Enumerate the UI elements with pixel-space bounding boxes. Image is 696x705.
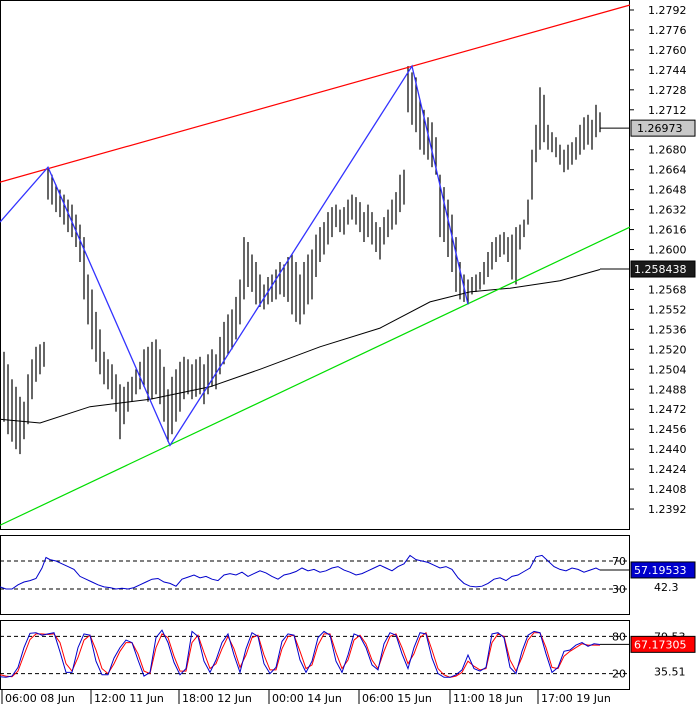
x-tick-label: 11:00 18 Jun xyxy=(453,692,523,705)
y-tick-label: 1.2632 xyxy=(648,204,687,217)
oscillator-line xyxy=(0,554,601,590)
y-tick-label: 1.2664 xyxy=(648,164,687,177)
oscillator-panel-frame xyxy=(0,535,630,615)
y-tick-label: 1.2616 xyxy=(648,224,687,237)
price-y-ticks: 1.2792 1.2776 1.2760 1.2744 1.2728 1.2712 1.26… xyxy=(630,4,687,516)
x-tick-label: 06:00 08 Jun xyxy=(5,692,75,705)
price-panel: 1.2792 1.2776 1.2760 1.2744 1.2728 1.2712 1.26… xyxy=(0,0,696,530)
zigzag-line xyxy=(0,64,469,447)
y-tick-label: 1.2568 xyxy=(648,283,687,296)
zigzag-polyline xyxy=(0,64,469,447)
y-tick-label: 1.2392 xyxy=(648,503,687,516)
oscillator-level-label: 70 xyxy=(612,555,626,568)
stochastic-current-label: 67.17305 xyxy=(634,638,687,651)
y-tick-label: 1.2776 xyxy=(648,24,687,37)
moving-average xyxy=(0,269,601,424)
stochastic-side-value: 35.51 xyxy=(654,666,686,679)
y-tick-label: 1.2712 xyxy=(648,104,687,117)
x-axis: 06:00 08 Jun 12:00 11 Jun 18:00 12 Jun 00:0… xyxy=(1,690,611,705)
stochastic-level-label: 80 xyxy=(612,630,626,643)
lower-channel-line xyxy=(0,226,631,526)
ma-value-label: 1.258438 xyxy=(634,263,687,276)
price-tags: 1.26973 1.258438 xyxy=(600,119,696,278)
y-tick-label: 1.2488 xyxy=(648,383,687,396)
y-tick-label: 1.2408 xyxy=(648,483,687,496)
y-tick-label: 1.2552 xyxy=(648,303,687,316)
oscillator-level-label: 30 xyxy=(612,583,626,596)
x-tick-label: 17:00 19 Jun xyxy=(541,692,611,705)
y-tick-label: 1.2792 xyxy=(648,4,687,17)
y-tick-label: 1.2520 xyxy=(648,343,687,356)
y-tick-label: 1.2456 xyxy=(648,423,687,436)
channel-lines xyxy=(0,4,631,526)
current-price-box xyxy=(630,119,696,137)
y-tick-label: 1.2504 xyxy=(648,363,687,376)
y-tick-label: 1.2760 xyxy=(648,44,687,57)
x-tick-label: 06:00 15 Jun xyxy=(362,692,432,705)
oscillator-polyline xyxy=(0,554,601,590)
upper-channel-line xyxy=(0,4,631,183)
price-panel-frame xyxy=(0,0,630,530)
y-tick-label: 1.2744 xyxy=(648,64,687,77)
y-tick-label: 1.2648 xyxy=(648,184,687,197)
price-bars xyxy=(3,66,601,455)
x-tick-label: 12:00 11 Jun xyxy=(94,692,164,705)
x-tick-label: 18:00 12 Jun xyxy=(182,692,252,705)
y-tick-label: 1.2680 xyxy=(648,144,687,157)
y-tick-label: 1.2536 xyxy=(648,323,687,336)
stochastic-current-box xyxy=(630,635,696,653)
stochastic-lines xyxy=(0,629,601,678)
y-tick-label: 1.2728 xyxy=(648,84,687,97)
stochastic-levels: 80 20 xyxy=(0,630,630,681)
y-tick-label: 1.2424 xyxy=(648,463,687,476)
moving-average-line xyxy=(0,269,601,424)
oscillator-levels: 70 30 xyxy=(0,555,630,596)
stochastic-k-line xyxy=(0,629,601,678)
current-price-label: 1.26973 xyxy=(637,122,683,135)
y-tick-label: 1.2440 xyxy=(648,443,687,456)
y-tick-label: 1.2472 xyxy=(648,403,687,416)
y-tick-label: 1.2600 xyxy=(648,244,687,257)
oscillator-side-value: 42.3 xyxy=(654,581,679,594)
stochastic-level-label: 20 xyxy=(612,668,626,681)
oscillator-current-label: 57.19533 xyxy=(634,564,687,577)
oscillator-tags: 69.9442.357.19533 xyxy=(600,561,696,594)
oscillator-current-box xyxy=(630,561,696,579)
ma-value-box xyxy=(630,260,696,278)
x-tick-label: 00:00 14 Jun xyxy=(272,692,342,705)
